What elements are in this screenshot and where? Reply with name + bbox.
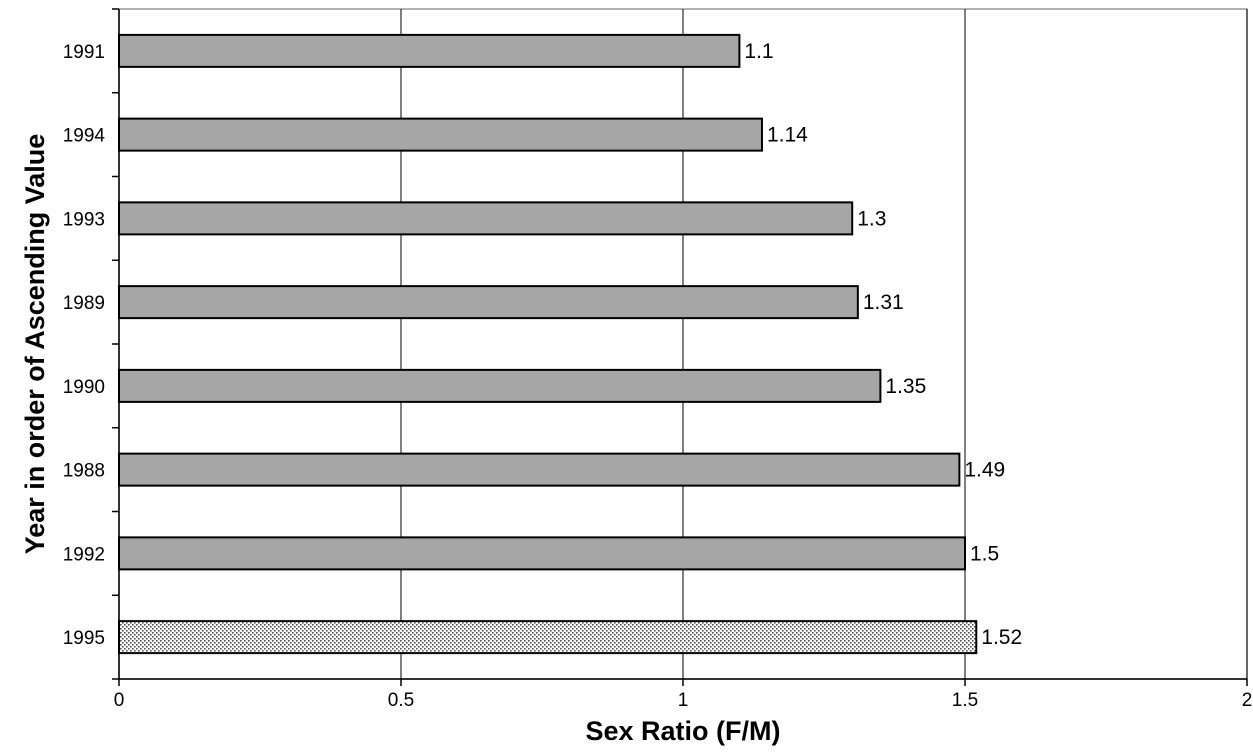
data-label-1995: 1.52 [981, 626, 1022, 649]
x-tick-label: 1.5 [952, 690, 978, 711]
bar-1988 [118, 452, 961, 487]
data-label-1988: 1.49 [964, 459, 1005, 482]
y-tick-label-1988: 1988 [63, 461, 105, 482]
bar-1995 [118, 620, 978, 655]
y-tick-label-1992: 1992 [63, 544, 105, 565]
x-tick-label: 0 [114, 690, 125, 711]
data-label-1994: 1.14 [767, 124, 808, 147]
y-tick-label-1990: 1990 [63, 377, 105, 398]
y-tick-label-1989: 1989 [63, 293, 105, 314]
bar-1992 [118, 536, 966, 571]
data-label-1993: 1.3 [857, 207, 886, 230]
y-axis-ticks: 1991 1994 1993 1989 1990 1988 1992 1995 [63, 8, 119, 680]
x-axis-title: Sex Ratio (F/M) [585, 716, 780, 746]
data-label-1991: 1.1 [744, 40, 773, 63]
y-tick-label-1994: 1994 [63, 126, 106, 147]
bars: 1.1 1.14 1.3 1.31 1.35 1.49 1.5 1.52 [118, 33, 1022, 655]
y-tick-label-1995: 1995 [63, 628, 105, 649]
bar-1990 [118, 368, 882, 403]
data-label-1990: 1.35 [885, 375, 926, 398]
y-tick-label-1991: 1991 [63, 42, 105, 63]
bar-1991 [118, 33, 741, 68]
x-tick-label: 1 [678, 690, 689, 711]
data-label-1989: 1.31 [863, 291, 904, 314]
x-tick-label: 0.5 [388, 690, 414, 711]
data-label-1992: 1.5 [970, 542, 999, 565]
bar-1993 [118, 201, 854, 236]
x-axis-ticks: 0 0.5 1 1.5 2 [114, 679, 1253, 711]
y-axis-title: Year in order of Ascending Value [20, 134, 50, 555]
y-tick-label-1993: 1993 [63, 209, 105, 230]
bar-1994 [118, 117, 763, 152]
bar-1989 [118, 285, 859, 320]
gridlines [400, 9, 1248, 679]
x-tick-label: 2 [1242, 690, 1253, 711]
